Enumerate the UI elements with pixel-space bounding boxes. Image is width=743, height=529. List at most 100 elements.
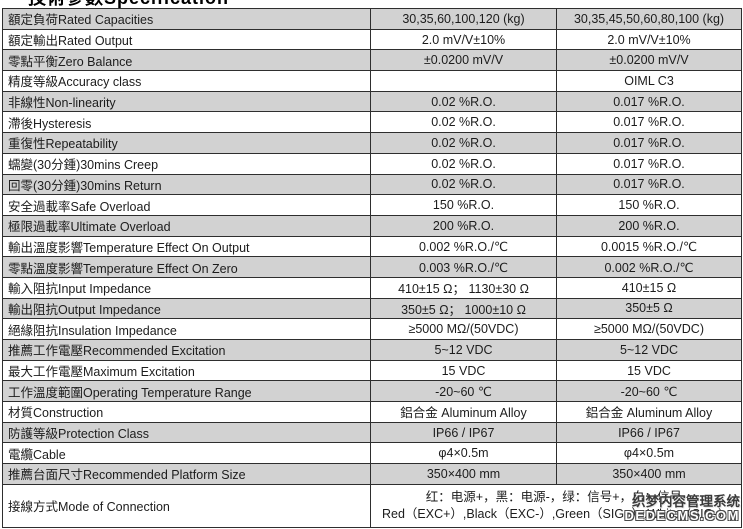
spec-label: 重復性Repeatability xyxy=(2,132,371,154)
table-row: 絕緣阻抗Insulation Impedance ≥5000 MΩ/(50VDC)… xyxy=(2,318,742,340)
spec-value-col1: 鋁合金 Aluminum Alloy xyxy=(370,401,557,423)
spec-label: 防護等級Protection Class xyxy=(2,421,371,444)
spec-value-col2: φ4×0.5m xyxy=(556,442,742,465)
table-row: 滯後Hysteresis 0.02 %R.O. 0.017 %R.O. xyxy=(2,111,742,134)
spec-label: 滯後Hysteresis xyxy=(2,111,371,134)
table-row: 輸出溫度影響Temperature Effect On Output 0.002 … xyxy=(2,235,742,258)
spec-label: 額定負荷Rated Capacities xyxy=(2,8,371,30)
spec-value-col2: 0.017 %R.O. xyxy=(556,173,742,196)
spec-label: 蠕變(30分鍾)30mins Creep xyxy=(2,152,371,175)
table-row: 精度等級Accuracy class OIML C3 xyxy=(2,70,742,92)
spec-value-col1: 0.02 %R.O. xyxy=(370,152,557,175)
spec-label: 輸入阻抗Input Impedance xyxy=(2,276,371,299)
table-row: 推薦台面尺寸Recommended Platform Size 350×400 m… xyxy=(2,463,742,485)
table-row: 電纜Cable φ4×0.5m φ4×0.5m xyxy=(2,442,742,465)
spec-label: 接線方式Mode of Connection xyxy=(2,483,371,528)
spec-value-col1: 0.02 %R.O. xyxy=(370,173,557,196)
spec-value-col2: 0.017 %R.O. xyxy=(556,132,742,154)
spec-value-col1: 150 %R.O. xyxy=(370,194,557,216)
table-row: 極限過載率Ultimate Overload 200 %R.O. 200 %R.O. xyxy=(2,214,742,237)
spec-value-col1: 0.002 %R.O./℃ xyxy=(370,235,557,258)
spec-value-col2: OIML C3 xyxy=(556,70,742,92)
spec-value-col2: -20~60 ℃ xyxy=(556,380,742,403)
spec-value-col2: 150 %R.O. xyxy=(556,194,742,216)
page-title-clip: 技術參數Specification xyxy=(28,0,428,8)
spec-value-col2: ≥5000 MΩ/(50VDC) xyxy=(556,318,742,340)
spec-value-col2: 350±5 Ω xyxy=(556,297,742,320)
spec-value-col1: ±0.0200 mV/V xyxy=(370,49,557,72)
spec-label: 極限過載率Ultimate Overload xyxy=(2,214,371,237)
spec-label: 零點平衡Zero Balance xyxy=(2,49,371,72)
spec-label: 工作溫度範圍Operating Temperature Range xyxy=(2,380,371,403)
spec-label: 絕緣阻抗Insulation Impedance xyxy=(2,318,371,340)
table-row: 安全過載率Safe Overload 150 %R.O. 150 %R.O. xyxy=(2,194,742,216)
table-row-mode-of-connection: 接線方式Mode of Connection 红：电源+，黑：电源-，绿：信号+… xyxy=(2,483,742,528)
spec-value-col2: 350×400 mm xyxy=(556,463,742,485)
spec-value-col1 xyxy=(370,70,557,92)
table-row: 非線性Non-linearity 0.02 %R.O. 0.017 %R.O. xyxy=(2,90,742,113)
spec-value-col1: 15 VDC xyxy=(370,359,557,382)
spec-value-col2: 0.017 %R.O. xyxy=(556,111,742,134)
spec-value-col2: 30,35,45,50,60,80,100 (kg) xyxy=(556,8,742,30)
spec-value-col2: 2.0 mV/V±10% xyxy=(556,28,742,51)
spec-label: 輸出溫度影響Temperature Effect On Output xyxy=(2,235,371,258)
table-row: 工作溫度範圍Operating Temperature Range -20~60 … xyxy=(2,380,742,403)
spec-value-col1: 0.003 %R.O./℃ xyxy=(370,256,557,278)
spec-value-col2: ±0.0200 mV/V xyxy=(556,49,742,72)
spec-value-col2: 200 %R.O. xyxy=(556,214,742,237)
spec-value-col2: 410±15 Ω xyxy=(556,276,742,299)
table-row: 零點溫度影響Temperature Effect On Zero 0.003 %R… xyxy=(2,256,742,278)
table-row: 最大工作電壓Maximum Excitation 15 VDC 15 VDC xyxy=(2,359,742,382)
spec-value-connection: 红：电源+，黑：电源-，绿：信号+，白：信号- Red（EXC+）,Black（… xyxy=(370,483,742,528)
table-row: 回零(30分鍾)30mins Return 0.02 %R.O. 0.017 %R.… xyxy=(2,173,742,196)
spec-value-col2: 5~12 VDC xyxy=(556,339,742,361)
spec-value-col1: -20~60 ℃ xyxy=(370,380,557,403)
page-title: 技術參數Specification xyxy=(28,0,229,8)
spec-value-col1: IP66 / IP67 xyxy=(370,421,557,444)
spec-value-col1: 0.02 %R.O. xyxy=(370,132,557,154)
spec-label: 非線性Non-linearity xyxy=(2,90,371,113)
spec-label: 材質Construction xyxy=(2,401,371,423)
spec-label: 精度等級Accuracy class xyxy=(2,70,371,92)
table-row: 輸出阻抗Output Impedance 350±5 Ω； 1000±10 Ω 35… xyxy=(2,297,742,320)
spec-value-col2: 0.002 %R.O./℃ xyxy=(556,256,742,278)
table-row: 輸入阻抗Input Impedance 410±15 Ω； 1130±30 Ω 41… xyxy=(2,276,742,299)
spec-value-col2: IP66 / IP67 xyxy=(556,421,742,444)
spec-value-col2: 0.017 %R.O. xyxy=(556,90,742,113)
spec-value-col1: 0.02 %R.O. xyxy=(370,111,557,134)
spec-label: 最大工作電壓Maximum Excitation xyxy=(2,359,371,382)
spec-value-col1: 30,35,60,100,120 (kg) xyxy=(370,8,557,30)
table-row: 零點平衡Zero Balance ±0.0200 mV/V ±0.0200 mV/V xyxy=(2,49,742,72)
spec-label: 電纜Cable xyxy=(2,442,371,465)
spec-value-col1: ≥5000 MΩ/(50VDC) xyxy=(370,318,557,340)
spec-table: 額定負荷Rated Capacities 30,35,60,100,120 (kg… xyxy=(2,8,742,528)
connection-wiring-cn: 红：电源+，黑：电源-，绿：信号+，白：信号- xyxy=(425,489,687,504)
spec-label: 推薦台面尺寸Recommended Platform Size xyxy=(2,463,371,485)
connection-wiring-en: Red（EXC+）,Black（EXC-）,Green（SIG+）,White（… xyxy=(381,506,730,521)
spec-label: 額定輸出Rated Output xyxy=(2,28,371,51)
table-row: 額定輸出Rated Output 2.0 mV/V±10% 2.0 mV/V±10% xyxy=(2,28,742,51)
spec-value-col1: 350×400 mm xyxy=(370,463,557,485)
spec-label: 推薦工作電壓Recommended Excitation xyxy=(2,339,371,361)
spec-value-col1: 2.0 mV/V±10% xyxy=(370,28,557,51)
spec-value-col2: 鋁合金 Aluminum Alloy xyxy=(556,401,742,423)
spec-value-col2: 0.0015 %R.O./℃ xyxy=(556,235,742,258)
table-row: 額定負荷Rated Capacities 30,35,60,100,120 (kg… xyxy=(2,8,742,30)
table-row: 防護等級Protection Class IP66 / IP67 IP66 / IP… xyxy=(2,421,742,444)
spec-value-col2: 0.017 %R.O. xyxy=(556,152,742,175)
spec-table-body: 額定負荷Rated Capacities 30,35,60,100,120 (kg… xyxy=(2,8,742,528)
spec-label: 安全過載率Safe Overload xyxy=(2,194,371,216)
table-row: 重復性Repeatability 0.02 %R.O. 0.017 %R.O. xyxy=(2,132,742,154)
spec-value-col1: φ4×0.5m xyxy=(370,442,557,465)
spec-label: 輸出阻抗Output Impedance xyxy=(2,297,371,320)
spec-value-col1: 5~12 VDC xyxy=(370,339,557,361)
spec-label: 回零(30分鍾)30mins Return xyxy=(2,173,371,196)
spec-value-col1: 410±15 Ω； 1130±30 Ω xyxy=(370,276,557,299)
spec-value-col1: 0.02 %R.O. xyxy=(370,90,557,113)
spec-value-col1: 200 %R.O. xyxy=(370,214,557,237)
table-row: 材質Construction 鋁合金 Aluminum Alloy 鋁合金 Alum… xyxy=(2,401,742,423)
table-row: 推薦工作電壓Recommended Excitation 5~12 VDC 5~12… xyxy=(2,339,742,361)
spec-value-col1: 350±5 Ω； 1000±10 Ω xyxy=(370,297,557,320)
spec-value-col2: 15 VDC xyxy=(556,359,742,382)
